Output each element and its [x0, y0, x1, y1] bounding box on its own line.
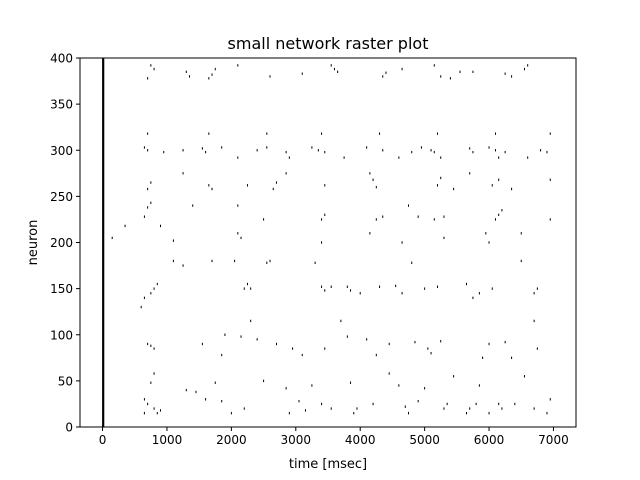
x-axis-label: time [msec] [289, 457, 367, 472]
y-axis: 0 50 100 150 200 250 300 350 400 [50, 52, 80, 435]
plot-area [102, 58, 551, 427]
y-tick-label: 400 [50, 52, 73, 66]
x-tick-label: 6000 [474, 433, 505, 447]
x-tick-label: 4000 [345, 433, 376, 447]
y-tick-label: 0 [65, 421, 73, 435]
y-tick-label: 250 [50, 190, 73, 204]
x-tick-label: 3000 [281, 433, 312, 447]
y-tick-label: 200 [50, 236, 73, 250]
x-tick-label: 1000 [152, 433, 183, 447]
y-tick-label: 150 [50, 282, 73, 296]
y-axis-label: neuron [26, 220, 41, 266]
x-tick-label: 0 [99, 433, 107, 447]
x-tick-label: 5000 [409, 433, 440, 447]
y-tick-label: 350 [50, 98, 73, 112]
y-tick-label: 50 [58, 374, 73, 388]
y-tick-label: 300 [50, 144, 73, 158]
x-axis: 0 1000 2000 3000 4000 5000 6000 7000 [99, 427, 569, 447]
x-tick-label: 7000 [538, 433, 569, 447]
x-tick-label: 2000 [216, 433, 247, 447]
y-tick-label: 100 [50, 328, 73, 342]
chart-title: small network raster plot [228, 34, 429, 53]
